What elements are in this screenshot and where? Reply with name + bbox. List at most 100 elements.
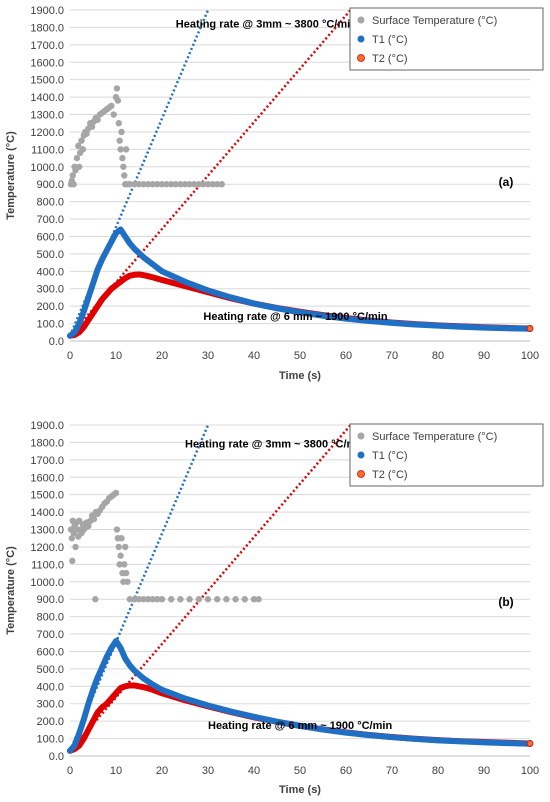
surface-temperature-point [131,181,138,188]
surface-temperature-point [195,596,202,603]
surface-temperature-point [218,181,225,188]
surface-temperature-point [140,596,147,603]
x-tick-label: 30 [202,350,214,362]
surface-temperature-point [76,163,83,170]
surface-temperature-point [118,128,125,136]
surface-temperature-point [223,596,230,603]
x-tick-label: 10 [110,765,122,777]
legend-label: T1 (°C) [372,450,408,462]
surface-temperature-point [116,561,123,568]
surface-temperature-point [135,596,143,603]
y-tick-label: 1500.0 [30,490,64,502]
surface-temperature-point [131,596,138,603]
surface-temperature-point [145,596,152,603]
x-tick-label: 70 [386,350,398,362]
surface-temperature-point [68,535,76,542]
legend-label: T2 (°C) [372,469,408,481]
t1-series-line [67,638,533,754]
surface-temperature-point [122,146,130,153]
surface-temperature-point [177,596,184,603]
surface-temperature-point [232,596,239,603]
y-axis-title: Temperature (°C) [5,546,17,635]
legend-label: T1 (°C) [372,34,408,46]
surface-temperature-point [78,137,85,144]
surface-temperature-point [121,172,128,179]
surface-temperature-point [154,596,161,603]
surface-temperature-point [186,596,193,603]
legend-marker [357,470,365,478]
y-tick-label: 1400.0 [30,507,64,519]
surface-temperature-point [154,181,161,188]
y-axis-title: Temperature (°C) [5,131,17,220]
y-tick-label: 100.0 [36,319,64,331]
x-tick-label: 80 [432,350,444,362]
surface-temperature-point [117,146,124,153]
surface-temperature-point [163,181,170,188]
y-tick-label: 1900.0 [30,420,64,432]
x-tick-label: 50 [294,350,306,362]
y-tick-label: 1200.0 [30,127,64,139]
surface-temperature-point [168,181,175,188]
surface-temperature-point [204,596,212,603]
y-tick-label: 1500.0 [30,75,64,87]
surface-temperature-point [172,181,179,188]
legend-box [349,7,544,71]
legend-marker [357,54,365,62]
surface-temperature-point [195,181,202,188]
surface-temperature-point [149,181,156,188]
surface-temperature-point [177,181,184,188]
surface-temperature-point [214,181,221,188]
y-tick-label: 1700.0 [30,40,64,52]
y-tick-label: 1000.0 [30,162,64,174]
x-axis-title: Time (s) [279,784,321,796]
y-tick-label: 500.0 [36,249,64,261]
y-tick-label: 1800.0 [30,22,64,34]
x-tick-label: 60 [340,350,352,362]
heating-rate-annotation: Heating rate @ 3mm ~ 3800 °C/min [176,18,357,30]
x-tick-label: 80 [432,765,444,777]
panel-label: (a) [499,175,514,189]
surface-temperature-point [204,181,212,188]
surface-temperature-point [181,181,189,188]
t1-series-line [67,226,533,339]
surface-temperature-point [120,163,127,170]
y-tick-label: 600.0 [36,231,64,243]
t2-end-point [526,325,534,332]
x-tick-label: 40 [248,350,260,362]
y-tick-label: 1400.0 [30,92,64,104]
surface-temperature-point [85,522,92,530]
y-tick-label: 1600.0 [30,472,64,484]
surface-temperature-point [126,181,133,188]
surface-temperature-point [83,130,90,137]
surface-temperature-point [112,489,120,497]
surface-temperature-point [88,123,96,130]
y-tick-label: 900.0 [36,179,64,191]
surface-temperature-point [122,543,129,551]
surface-temperature-point [149,596,156,603]
heating-rate-annotation: Heating rate @ 6 mm ~ 1900 °C/min [203,311,387,323]
x-tick-label: 70 [386,765,398,777]
x-tick-label: 30 [202,765,214,777]
x-tick-label: 50 [294,765,306,777]
y-tick-label: 0.0 [49,751,64,763]
y-tick-label: 300.0 [36,699,64,711]
y-tick-label: 800.0 [36,612,64,624]
y-tick-label: 700.0 [36,214,64,226]
x-tick-label: 10 [110,350,122,362]
x-tick-label: 60 [340,765,352,777]
y-tick-label: 1700.0 [30,455,64,467]
y-tick-label: 0.0 [49,336,64,348]
surface-temperature-point [92,596,99,603]
legend: Surface Temperature (°C) T1 (°C) T2 (°C) [349,7,544,71]
surface-temperature-point [186,181,193,188]
x-tick-label: 20 [156,765,168,777]
chart-panel-b: 0.0 100.0 200.0 300.0 400.0 500.0 600.0 700.0 80… [5,420,544,796]
y-tick-label: 900.0 [36,594,64,606]
chart-panel-a: 0.0 100.0 200.0 300.0 400.0 500.0 600.0 700.0 80… [5,5,544,382]
y-tick-label: 400.0 [36,681,64,693]
x-tick-label: 40 [248,765,260,777]
panel-label: (b) [498,595,513,609]
legend-marker [357,35,365,43]
surface-temperature-point [191,181,198,188]
